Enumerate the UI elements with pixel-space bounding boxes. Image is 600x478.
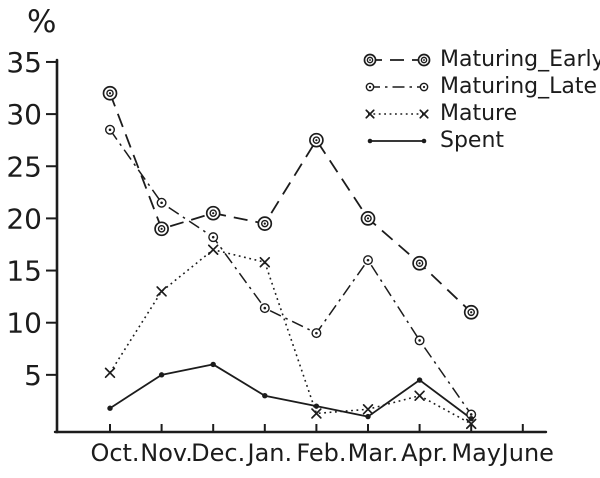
x-tick-label: Dec. — [191, 439, 245, 467]
data-point-marker-dot — [210, 361, 216, 368]
data-point-marker-x-cross — [362, 404, 374, 415]
y-axis-unit-label: % — [27, 4, 58, 40]
data-point-marker-double-circle — [417, 53, 431, 66]
data-point-marker-x-cross — [414, 390, 425, 401]
data-point-marker-dot — [367, 138, 373, 143]
y-tick-label: 20 — [6, 202, 42, 235]
legend-item-mature: Mature — [360, 100, 600, 127]
data-point-marker-double-circle — [363, 53, 377, 66]
data-point-marker-circle-dot — [104, 124, 115, 135]
legend-glyph-maturing-late — [365, 82, 429, 91]
data-point-marker-double-circle — [309, 132, 324, 148]
legend-label-maturing-late: Maturing_Late — [440, 74, 597, 99]
legend-label-maturing-early: Maturing_Early — [440, 47, 600, 72]
y-tick-label: 10 — [6, 307, 42, 340]
data-point-marker-circle-dot — [311, 328, 322, 339]
data-point-marker-circle-dot — [419, 82, 429, 91]
legend-glyph-mature — [365, 108, 429, 119]
data-point-marker-double-circle — [257, 216, 273, 231]
data-point-marker-double-circle — [205, 205, 221, 221]
y-tick-label: 25 — [6, 150, 42, 183]
series-line-spent — [109, 363, 472, 420]
legend-label-spent: Spent — [440, 128, 505, 153]
data-point-marker-x-cross — [419, 108, 429, 119]
data-point-marker-circle-dot — [363, 255, 374, 266]
data-point-marker-double-circle — [154, 221, 169, 237]
x-tick-label: Oct. — [90, 439, 139, 467]
data-point-marker-x-cross — [104, 367, 116, 379]
data-point-marker-double-circle — [360, 211, 376, 226]
legend-item-maturing-early: Maturing_Early — [360, 46, 600, 73]
x-tick-label: May — [451, 439, 501, 467]
chart-legend: Maturing_Early Maturing_Late Mature Spen… — [360, 46, 600, 154]
data-point-marker-x-cross — [311, 408, 322, 419]
data-point-marker-circle-dot — [156, 197, 167, 208]
x-tick-label: Apr. — [401, 439, 448, 467]
x-tick-label: June — [500, 439, 554, 467]
data-point-marker-dot — [158, 372, 165, 378]
x-tick-label: Jan. — [245, 439, 292, 467]
data-point-marker-dot — [365, 413, 371, 420]
data-point-marker-circle-dot — [365, 82, 375, 91]
data-point-marker-circle-dot — [208, 232, 219, 243]
y-tick-label: 30 — [6, 98, 42, 131]
y-tick-label: 5 — [24, 359, 42, 392]
data-point-marker-circle-dot — [414, 335, 425, 346]
legend-item-maturing-late: Maturing_Late — [360, 73, 600, 100]
data-point-marker-x-cross — [465, 418, 477, 430]
x-tick-label: Nov. — [140, 439, 193, 467]
data-point-marker-dot — [262, 393, 268, 399]
data-point-marker-double-circle — [102, 85, 118, 101]
data-point-marker-x-cross — [259, 256, 271, 268]
data-point-marker-dot — [468, 415, 474, 422]
data-point-marker-dot — [107, 405, 113, 411]
legend-glyph-maturing-early — [363, 53, 431, 66]
legend-glyph-spent — [367, 138, 427, 143]
x-tick-label: Feb. — [296, 439, 346, 467]
series-line-maturing-early — [109, 92, 472, 313]
data-point-marker-x-cross — [156, 286, 167, 297]
data-point-marker-x-cross — [365, 108, 375, 119]
data-point-marker-dot — [416, 377, 423, 383]
legend-item-spent: Spent — [360, 127, 600, 154]
series-line-maturing-late — [109, 129, 472, 415]
data-point-marker-x-cross — [207, 244, 219, 255]
data-point-marker-circle-dot — [259, 303, 270, 314]
data-point-marker-double-circle — [412, 255, 427, 271]
data-point-marker-dot — [313, 403, 320, 409]
legend-label-mature: Mature — [440, 101, 518, 126]
data-point-marker-dot — [421, 138, 427, 143]
y-tick-label: 15 — [6, 255, 42, 288]
x-tick-label: Mar. — [348, 439, 399, 467]
y-tick-label: 35 — [6, 46, 42, 79]
data-point-marker-double-circle — [463, 304, 479, 320]
